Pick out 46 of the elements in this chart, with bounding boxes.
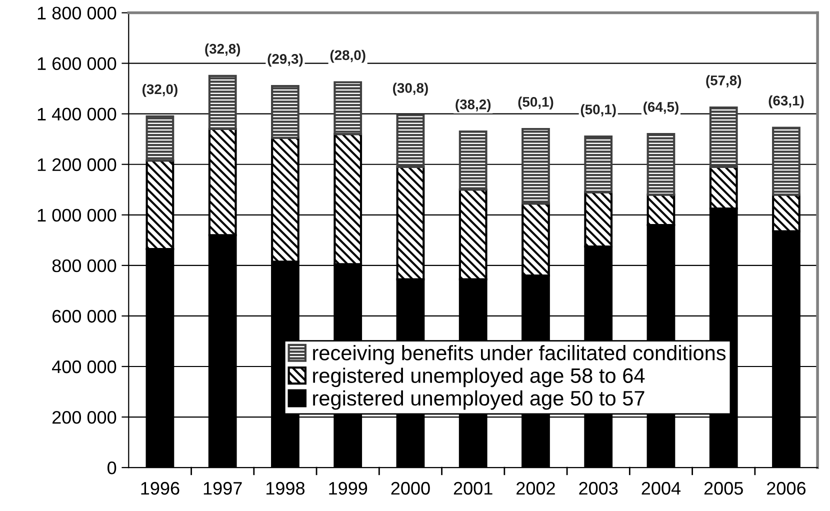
bar [458, 130, 488, 191]
y-tick-label: 1 200 000 [38, 158, 116, 172]
bar [522, 128, 550, 205]
x-tick-label: 1997 [204, 482, 242, 495]
annotation: (32,8) [205, 44, 240, 56]
annotation: (29,3) [268, 54, 303, 67]
x-tick-label: 2004 [642, 482, 681, 495]
y-tick-label: 1 800 000 [38, 6, 116, 20]
y-tick-label: 200 000 [52, 410, 116, 424]
bar [271, 85, 300, 139]
x-tick-label: 1999 [329, 482, 368, 495]
legend-label: registered unemployed age 50 to 57 [313, 390, 644, 410]
x-tick-label: 2006 [767, 482, 806, 495]
annotation: (50,1) [580, 104, 616, 118]
bar [646, 133, 676, 196]
annotation: (64,5) [644, 102, 678, 115]
legend-label: registered unemployed age 58 to 64 [313, 368, 645, 388]
annotation: (50,1) [518, 96, 554, 110]
annotation: (28,0) [330, 50, 366, 63]
x-tick-label: 1998 [266, 482, 305, 495]
bar [396, 114, 425, 168]
annotation: (63,1) [768, 95, 804, 108]
annotation: (57,8) [706, 75, 742, 88]
y-tick-label: 1 400 000 [38, 108, 116, 121]
y-tick-label: 400 000 [52, 360, 116, 374]
annotation: (32,0) [142, 84, 178, 97]
y-tick-label: 1 600 000 [38, 57, 116, 70]
annotation: (38,2) [456, 99, 491, 112]
bar [772, 126, 800, 196]
legend-label: receiving benefits under facilitated conditions [313, 345, 726, 364]
y-tick-label: 600 000 [52, 310, 116, 323]
annotation: (30,8) [393, 82, 428, 96]
x-tick-label: 2002 [516, 482, 555, 495]
bar [709, 106, 738, 168]
y-tick-label: 1 000 000 [38, 208, 116, 222]
x-tick-label: 2001 [454, 482, 492, 495]
bar [334, 81, 362, 136]
x-tick-label: 2005 [704, 482, 743, 495]
x-tick-label: 1996 [141, 482, 180, 495]
x-tick-label: 2000 [391, 482, 430, 495]
bar [208, 74, 237, 130]
bar [146, 115, 174, 162]
x-tick-label: 2003 [579, 482, 618, 495]
y-tick-label: 0 [108, 462, 116, 474]
bar [584, 136, 613, 194]
y-tick-label: 800 000 [52, 259, 116, 272]
